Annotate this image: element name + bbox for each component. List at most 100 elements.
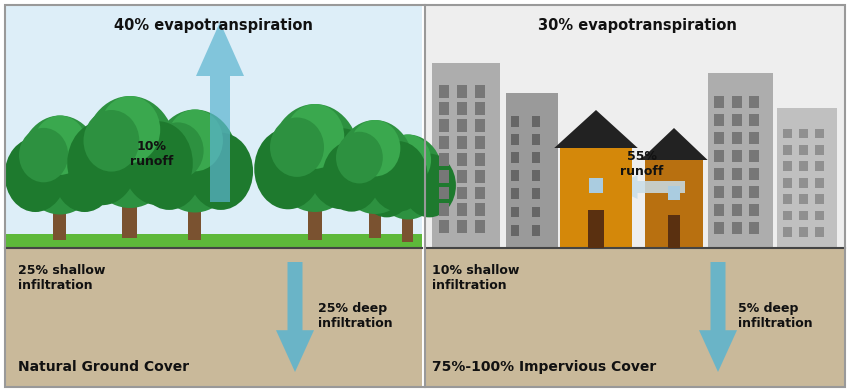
Text: 30% evapotranspiration: 30% evapotranspiration: [537, 18, 736, 33]
Polygon shape: [439, 187, 449, 200]
Text: 10%
runoff: 10% runoff: [130, 140, 173, 168]
Ellipse shape: [254, 128, 322, 209]
Polygon shape: [799, 145, 808, 155]
Polygon shape: [439, 153, 449, 166]
Polygon shape: [511, 170, 519, 181]
Ellipse shape: [54, 138, 116, 212]
Polygon shape: [749, 186, 759, 198]
Polygon shape: [732, 204, 741, 216]
Polygon shape: [5, 5, 422, 248]
Polygon shape: [457, 153, 468, 166]
Polygon shape: [532, 170, 540, 181]
Polygon shape: [511, 116, 519, 127]
Polygon shape: [5, 248, 422, 387]
Polygon shape: [640, 128, 708, 160]
Ellipse shape: [309, 128, 376, 209]
Polygon shape: [457, 187, 468, 200]
Ellipse shape: [4, 138, 66, 212]
Text: 55%
runoff: 55% runoff: [620, 150, 663, 178]
Polygon shape: [715, 222, 724, 234]
Polygon shape: [532, 116, 540, 127]
Polygon shape: [457, 203, 468, 216]
Polygon shape: [815, 178, 824, 188]
Ellipse shape: [83, 96, 177, 208]
Polygon shape: [560, 148, 632, 248]
Polygon shape: [715, 150, 724, 162]
Ellipse shape: [349, 120, 400, 176]
Polygon shape: [783, 211, 792, 220]
Polygon shape: [799, 129, 808, 138]
Polygon shape: [749, 150, 759, 162]
Polygon shape: [667, 214, 680, 248]
Ellipse shape: [152, 109, 238, 212]
Text: 75%-100% Impervious Cover: 75%-100% Impervious Cover: [432, 360, 656, 374]
Polygon shape: [511, 207, 519, 218]
Polygon shape: [511, 134, 519, 145]
Polygon shape: [475, 170, 485, 183]
Polygon shape: [749, 222, 759, 234]
Polygon shape: [589, 178, 604, 193]
Ellipse shape: [270, 118, 324, 177]
Polygon shape: [189, 197, 201, 240]
Polygon shape: [668, 187, 680, 200]
Polygon shape: [749, 204, 759, 216]
Ellipse shape: [336, 132, 382, 183]
Polygon shape: [783, 145, 792, 155]
Polygon shape: [799, 178, 808, 188]
Polygon shape: [475, 136, 485, 149]
Polygon shape: [439, 220, 449, 233]
Polygon shape: [783, 178, 792, 188]
Polygon shape: [783, 129, 792, 138]
Polygon shape: [532, 134, 540, 145]
Ellipse shape: [360, 154, 413, 218]
Polygon shape: [511, 225, 519, 236]
Ellipse shape: [369, 141, 428, 212]
Polygon shape: [777, 108, 837, 248]
Polygon shape: [715, 114, 724, 126]
Polygon shape: [715, 186, 724, 198]
Polygon shape: [645, 160, 703, 248]
Polygon shape: [732, 150, 741, 162]
Polygon shape: [457, 102, 468, 115]
Ellipse shape: [336, 120, 414, 214]
Text: Natural Ground Cover: Natural Ground Cover: [18, 360, 189, 374]
Polygon shape: [783, 162, 792, 171]
Polygon shape: [749, 132, 759, 144]
Polygon shape: [511, 152, 519, 163]
Ellipse shape: [19, 116, 101, 214]
Ellipse shape: [385, 134, 431, 185]
Polygon shape: [732, 132, 741, 144]
Polygon shape: [799, 194, 808, 204]
Polygon shape: [815, 194, 824, 204]
Polygon shape: [612, 175, 685, 199]
Polygon shape: [732, 222, 741, 234]
Ellipse shape: [99, 96, 160, 163]
Text: 25% shallow
infiltration: 25% shallow infiltration: [18, 264, 105, 292]
Polygon shape: [554, 110, 638, 148]
Polygon shape: [369, 199, 381, 238]
Polygon shape: [783, 227, 792, 237]
Polygon shape: [403, 206, 413, 242]
Polygon shape: [439, 136, 449, 149]
Ellipse shape: [270, 104, 360, 212]
Polygon shape: [439, 203, 449, 216]
Polygon shape: [122, 191, 138, 238]
Text: 25% deep
infiltration: 25% deep infiltration: [318, 302, 393, 330]
Polygon shape: [457, 119, 468, 132]
Ellipse shape: [403, 154, 456, 218]
Polygon shape: [815, 145, 824, 155]
Polygon shape: [732, 114, 741, 126]
Polygon shape: [799, 227, 808, 237]
Text: 40% evapotranspiration: 40% evapotranspiration: [114, 18, 313, 33]
Ellipse shape: [189, 132, 253, 210]
Polygon shape: [749, 168, 759, 180]
Text: 10% shallow
infiltration: 10% shallow infiltration: [432, 264, 519, 292]
Polygon shape: [732, 96, 741, 109]
Polygon shape: [308, 195, 322, 240]
Polygon shape: [439, 85, 449, 98]
Polygon shape: [815, 162, 824, 171]
Ellipse shape: [167, 109, 223, 171]
Polygon shape: [475, 119, 485, 132]
Polygon shape: [276, 262, 314, 372]
Polygon shape: [708, 73, 773, 248]
